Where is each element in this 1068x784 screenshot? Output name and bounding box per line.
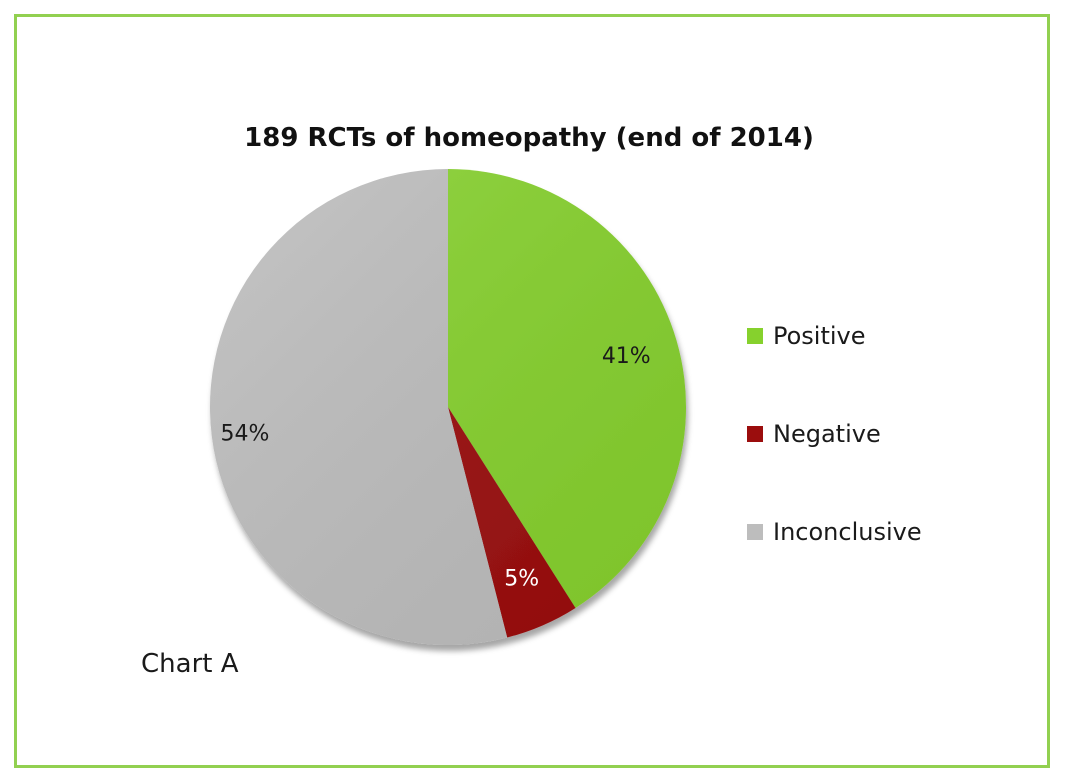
legend-swatch-inconclusive — [747, 524, 763, 540]
chart-frame: 189 RCTs of homeopathy (end of 2014) Pos… — [14, 14, 1050, 768]
pie-shading-overlay — [210, 169, 686, 645]
data-label-negative: 5% — [504, 566, 539, 591]
legend-swatch-negative — [747, 426, 763, 442]
legend-label-inconclusive: Inconclusive — [773, 518, 922, 546]
legend-swatch-positive — [747, 328, 763, 344]
legend-label-positive: Positive — [773, 322, 866, 350]
legend-item-negative: Negative — [747, 420, 881, 448]
legend-label-negative: Negative — [773, 420, 881, 448]
legend-item-positive: Positive — [747, 322, 866, 350]
data-label-inconclusive: 54% — [220, 422, 269, 447]
legend-item-inconclusive: Inconclusive — [747, 518, 922, 546]
chart-annotation: Chart A — [141, 649, 239, 679]
data-label-positive: 41% — [602, 344, 651, 369]
chart-title: 189 RCTs of homeopathy (end of 2014) — [244, 123, 814, 153]
